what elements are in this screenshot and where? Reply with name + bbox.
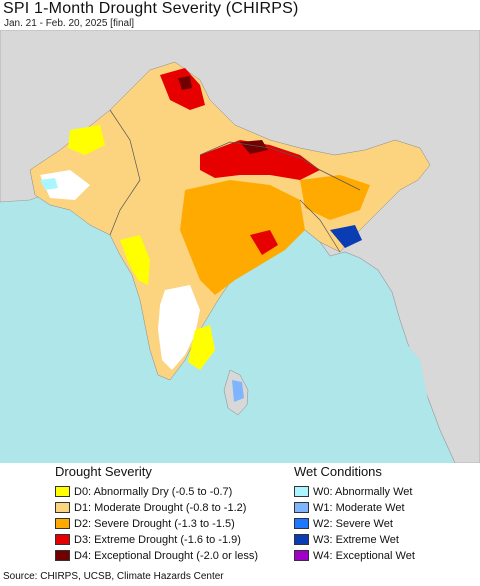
legend-label: W4: Exceptional Wet (313, 549, 415, 562)
legend-swatch (55, 502, 70, 513)
legend-label: W2: Severe Wet (313, 517, 393, 530)
legend-item-d3: D3: Extreme Drought (-1.6 to -1.9) (55, 532, 241, 547)
legend-item-w2: W2: Severe Wet (294, 516, 393, 531)
legend-swatch (294, 550, 309, 561)
legend-swatch (55, 518, 70, 529)
d4-kashmir (178, 76, 192, 90)
no-drought-west (40, 170, 90, 200)
legend-swatch (294, 502, 309, 513)
legend-item-d2: D2: Severe Drought (-1.3 to -1.5) (55, 516, 235, 531)
legend-item-w3: W3: Extreme Wet (294, 532, 399, 547)
legend-swatch (294, 518, 309, 529)
legend-label: D3: Extreme Drought (-1.6 to -1.9) (74, 533, 241, 546)
w0-pakistan (40, 178, 58, 190)
legend-item-w0: W0: Abnormally Wet (294, 484, 412, 499)
legend-item-w1: W1: Moderate Wet (294, 500, 405, 515)
andaman-sea (370, 330, 430, 463)
legend-swatch (294, 486, 309, 497)
d0-west-coast (120, 235, 150, 285)
map-subtitle: Jan. 21 - Feb. 20, 2025 [final] (4, 18, 135, 29)
map-title: SPI 1-Month Drought Severity (CHIRPS) (3, 0, 299, 17)
drought-map (0, 30, 480, 463)
legend-swatch (55, 486, 70, 497)
w1-bangladesh-coast (330, 225, 362, 248)
legend-label: W3: Extreme Wet (313, 533, 399, 546)
d4-nepal (240, 140, 268, 154)
d2-central-india (180, 180, 305, 295)
no-drought-south (158, 285, 200, 370)
legend-label: D1: Moderate Drought (-0.8 to -1.2) (74, 501, 247, 514)
legend-swatch (55, 550, 70, 561)
legend-label: D2: Severe Drought (-1.3 to -1.5) (74, 517, 235, 530)
country-borders (109, 109, 361, 253)
d0-northwest (68, 125, 105, 155)
legend-label: W0: Abnormally Wet (313, 485, 413, 498)
legend-swatch (294, 534, 309, 545)
drought-legend-title: Drought Severity (55, 464, 152, 479)
w1-sri-lanka (232, 380, 244, 402)
legend-item-d4: D4: Exceptional Drought (-2.0 or less) (55, 548, 258, 563)
legend-item-w4: W4: Exceptional Wet (294, 548, 415, 563)
legend-swatch (55, 534, 70, 545)
d3-north-india (200, 140, 320, 180)
legend-item-d1: D1: Moderate Drought (-0.8 to -1.2) (55, 500, 246, 515)
legend-label: D4: Exceptional Drought (-2.0 or less) (74, 549, 259, 562)
legend-item-d0: D0: Abnormally Dry (-0.5 to -0.7) (55, 484, 232, 499)
d3-central-patches (250, 230, 278, 255)
wet-legend-title: Wet Conditions (294, 464, 382, 479)
d0-south (188, 325, 215, 370)
legend-label: D0: Abnormally Dry (-0.5 to -0.7) (74, 485, 233, 498)
legend-label: W1: Moderate Wet (313, 501, 405, 514)
source-credit: Source: CHIRPS, UCSB, Climate Hazards Ce… (3, 571, 224, 582)
